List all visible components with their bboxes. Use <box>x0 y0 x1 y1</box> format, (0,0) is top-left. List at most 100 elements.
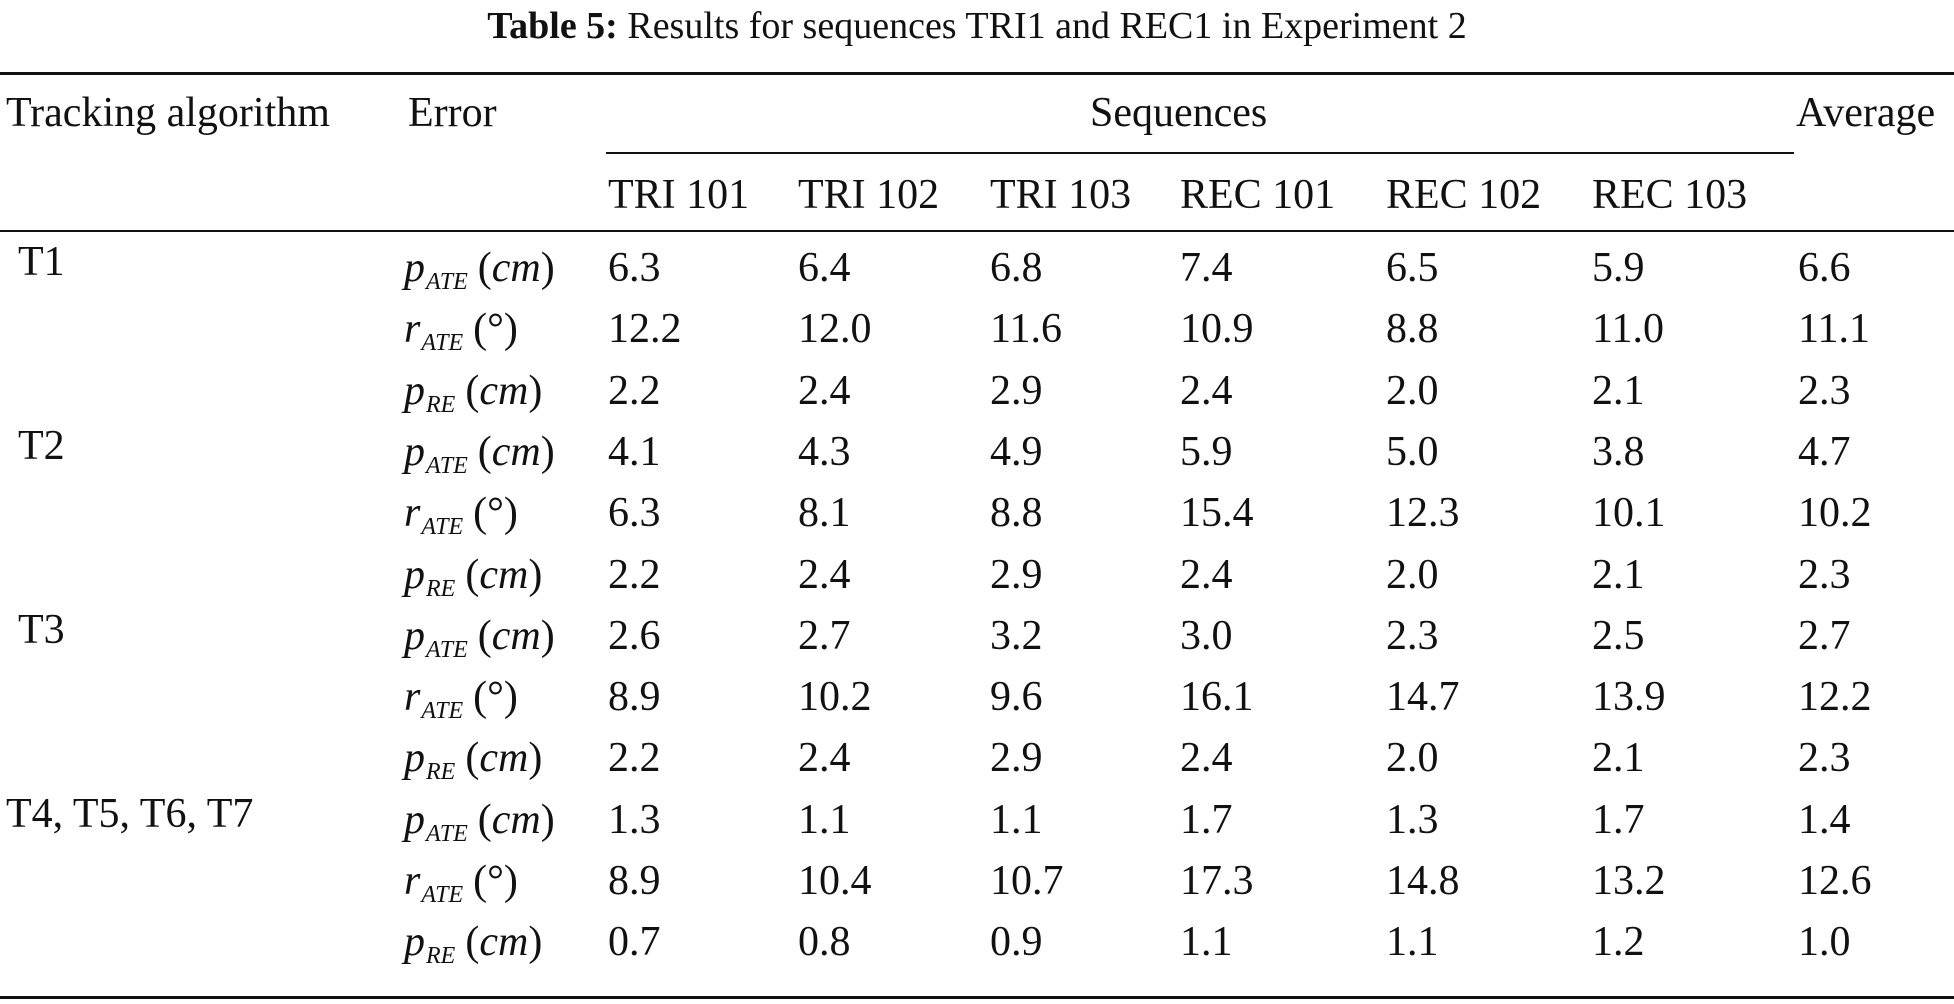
value-cell: 2.4 <box>1180 367 1233 414</box>
value-cell: 2.4 <box>798 367 851 414</box>
caption-label: Table 5: <box>487 5 618 47</box>
error-unit: (cm) <box>465 919 543 966</box>
value-cell: 3.0 <box>1180 612 1233 659</box>
error-unit-text: cm <box>491 612 541 659</box>
value-cell: 8.9 <box>608 674 661 721</box>
value-cell: 7.4 <box>1180 245 1233 291</box>
value-cell: 1.7 <box>1592 796 1645 843</box>
group-name: T2 <box>18 422 65 469</box>
value-cell: 2.0 <box>1386 367 1439 414</box>
error-metric-cell: rATE (°) <box>404 488 518 541</box>
error-unit: (°) <box>473 858 518 904</box>
error-symbol: p <box>404 796 425 843</box>
value-cell: 8.9 <box>608 858 661 904</box>
value-cell: 9.6 <box>990 674 1043 721</box>
value-cell: 4.1 <box>608 428 661 475</box>
error-unit-text: cm <box>491 796 541 843</box>
value-cell: 10.9 <box>1180 306 1254 353</box>
error-metric-cell: pRE (cm) <box>404 917 543 968</box>
value-cell: 2.2 <box>608 735 661 782</box>
value-cell: 13.2 <box>1592 858 1666 904</box>
value-cell: 5.9 <box>1180 428 1233 475</box>
error-metric-cell: pRE (cm) <box>404 366 543 417</box>
value-cell: 5.0 <box>1386 428 1439 475</box>
value-cell: 6.8 <box>990 245 1043 291</box>
value-cell: 12.2 <box>608 306 682 353</box>
value-cell: 2.4 <box>798 735 851 782</box>
value-cell: 2.9 <box>990 367 1043 414</box>
value-cell: 2.5 <box>1592 612 1645 659</box>
error-unit: (cm) <box>477 245 555 291</box>
sequences-rule <box>606 152 1794 154</box>
error-symbol: p <box>404 245 425 291</box>
value-cell: 2.9 <box>990 551 1043 598</box>
error-unit: (cm) <box>477 796 555 843</box>
header-average: Average <box>1796 90 1936 136</box>
error-unit-text: cm <box>479 551 529 598</box>
value-cell: 2.1 <box>1592 367 1645 414</box>
error-subscript: ATE <box>426 269 468 295</box>
value-cell: 0.9 <box>990 919 1043 966</box>
value-cell: 3.2 <box>990 612 1043 659</box>
error-unit: (°) <box>473 674 518 721</box>
error-subscript: ATE <box>421 330 464 357</box>
average-cell: 2.3 <box>1798 367 1851 414</box>
sequence-header-cell: REC 102 <box>1386 172 1542 218</box>
group-name: T1 <box>18 239 65 285</box>
value-cell: 2.3 <box>1386 612 1439 659</box>
error-metric-cell: pATE (cm) <box>404 611 555 663</box>
average-cell: 11.1 <box>1798 306 1870 353</box>
average-cell: 12.2 <box>1798 674 1872 721</box>
value-cell: 0.8 <box>798 919 851 966</box>
sequence-header-cell: TRI 102 <box>798 172 940 218</box>
value-cell: 10.4 <box>798 858 872 904</box>
error-unit: (cm) <box>465 367 543 414</box>
average-cell: 2.3 <box>1798 735 1851 782</box>
value-cell: 6.4 <box>798 245 851 291</box>
value-cell: 11.0 <box>1592 306 1664 353</box>
error-symbol: p <box>404 367 425 414</box>
error-subscript: ATE <box>426 636 468 663</box>
value-cell: 2.9 <box>990 735 1043 782</box>
error-unit: (cm) <box>465 551 543 598</box>
value-cell: 8.1 <box>798 490 851 537</box>
value-cell: 1.3 <box>608 796 661 843</box>
value-cell: 15.4 <box>1180 490 1254 537</box>
average-cell: 2.3 <box>1798 551 1851 598</box>
error-metric-cell: pATE (cm) <box>404 795 555 846</box>
value-cell: 1.1 <box>798 796 851 843</box>
error-subscript: ATE <box>421 882 464 908</box>
error-metric-cell: rATE (°) <box>404 304 518 357</box>
error-metric-cell: pATE (cm) <box>404 427 555 478</box>
error-subscript: ATE <box>421 514 464 541</box>
error-metric-cell: pRE (cm) <box>404 550 543 601</box>
error-symbol: p <box>404 551 425 598</box>
error-symbol: r <box>404 858 421 904</box>
value-cell: 12.3 <box>1386 490 1460 537</box>
value-cell: 10.7 <box>990 858 1064 904</box>
error-symbol: p <box>404 612 425 659</box>
value-cell: 13.9 <box>1592 674 1666 721</box>
error-unit: (°) <box>473 490 518 537</box>
value-cell: 1.2 <box>1592 919 1645 966</box>
error-subscript: ATE <box>421 698 464 725</box>
top-rule <box>0 72 1954 75</box>
value-cell: 6.3 <box>608 245 661 291</box>
group-name: T3 <box>18 606 65 653</box>
value-cell: 3.8 <box>1592 428 1645 475</box>
average-cell: 4.7 <box>1798 428 1851 475</box>
value-cell: 2.1 <box>1592 735 1645 782</box>
value-cell: 4.9 <box>990 428 1043 475</box>
error-symbol: p <box>404 919 425 966</box>
group-name: T4, T5, T6, T7 <box>6 790 254 837</box>
value-cell: 2.2 <box>608 367 661 414</box>
value-cell: 5.9 <box>1592 245 1645 291</box>
value-cell: 1.1 <box>1180 919 1233 966</box>
value-cell: 10.2 <box>798 674 872 721</box>
error-unit-text: cm <box>479 367 529 414</box>
value-cell: 14.7 <box>1386 674 1460 721</box>
average-cell: 1.4 <box>1798 796 1851 843</box>
value-cell: 2.2 <box>608 551 661 598</box>
value-cell: 2.0 <box>1386 735 1439 782</box>
value-cell: 11.6 <box>990 306 1062 353</box>
